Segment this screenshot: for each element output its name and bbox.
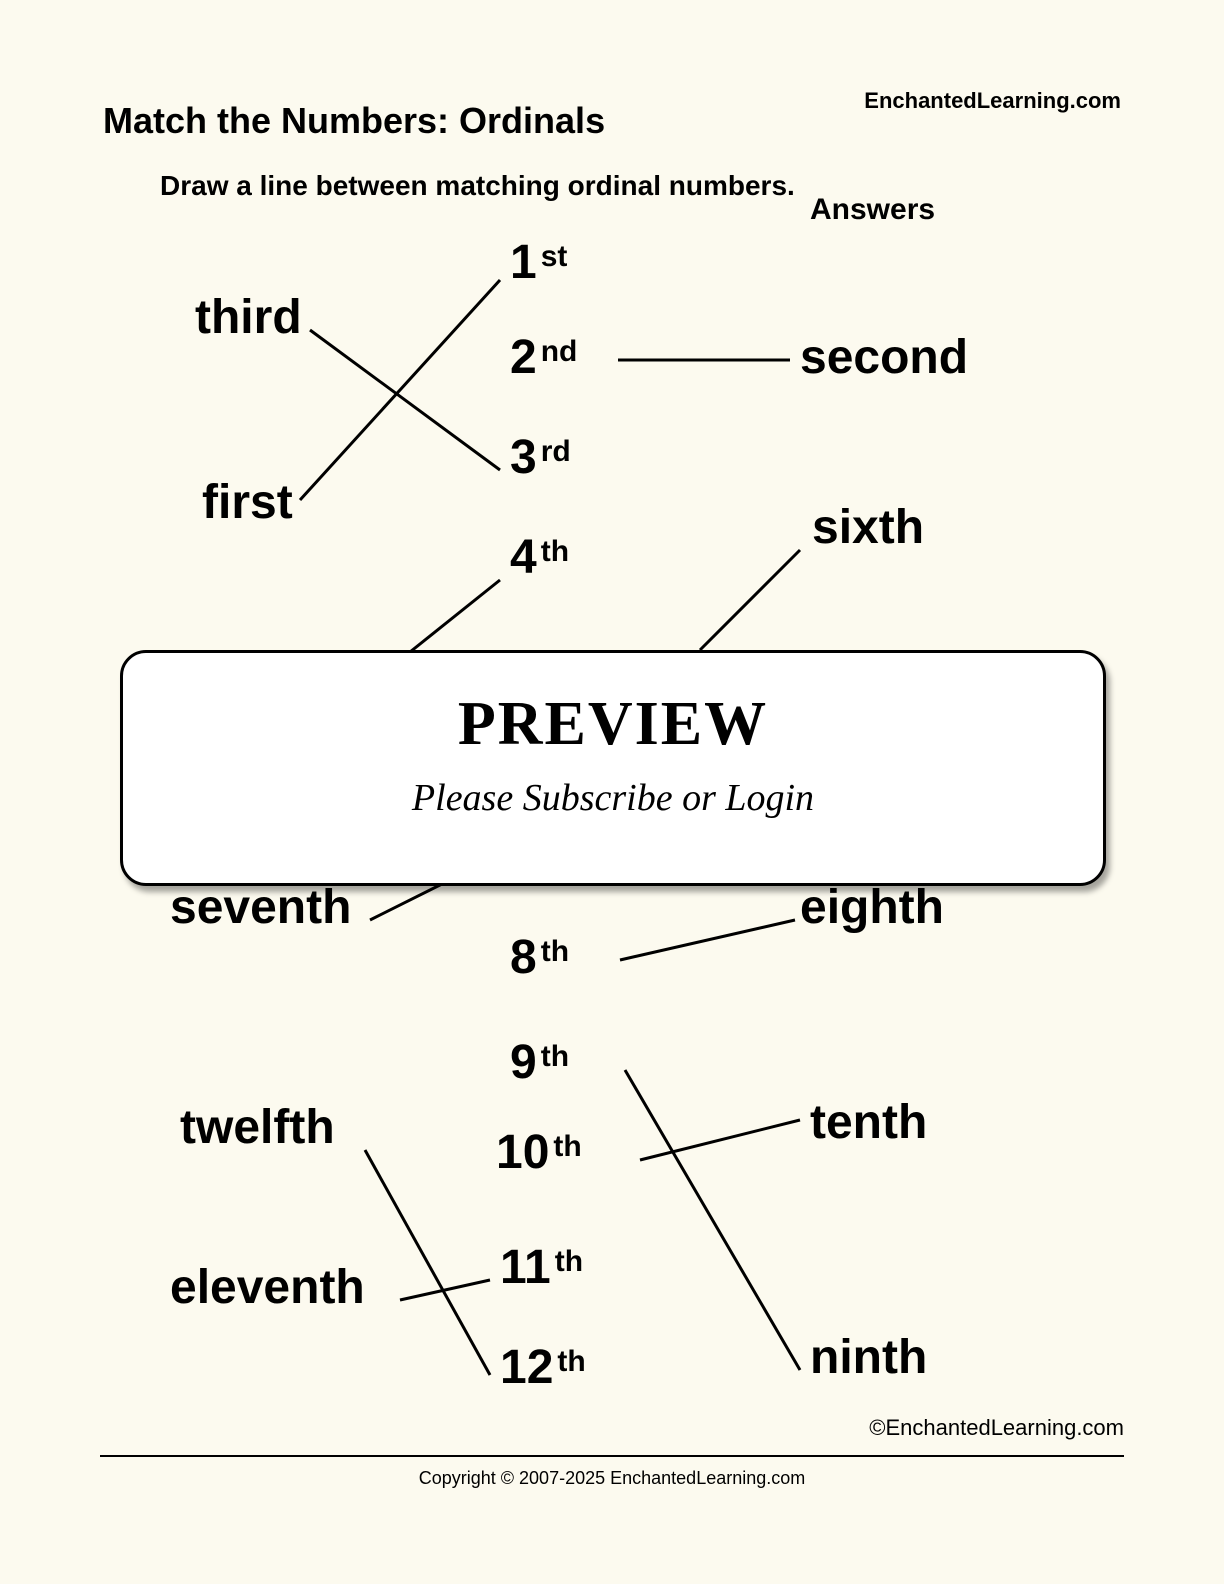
ordinal-num: 4 xyxy=(510,531,537,584)
preview-overlay: PREVIEW Please Subscribe or Login xyxy=(120,650,1106,886)
ordinal-num: 11 xyxy=(500,1241,551,1294)
ordinal-suffix: th xyxy=(541,1040,569,1073)
ordinal-num: 2 xyxy=(510,331,537,384)
ordinal-suffix: rd xyxy=(541,435,571,468)
ordinal-num: 8 xyxy=(510,931,537,984)
answers-label: Answers xyxy=(810,193,935,227)
site-credit-top: EnchantedLearning.com xyxy=(864,88,1121,114)
ordinal-suffix: th xyxy=(557,1345,585,1378)
ordinal-1st: 1st xyxy=(510,235,567,290)
word-twelfth: twelfth xyxy=(180,1100,335,1155)
ordinal-suffix: th xyxy=(541,535,569,568)
ordinal-num: 12 xyxy=(500,1341,553,1394)
ordinal-suffix: st xyxy=(541,240,568,273)
word-eleventh: eleventh xyxy=(170,1260,365,1315)
ordinal-num: 9 xyxy=(510,1036,537,1089)
ordinal-4th: 4th xyxy=(510,530,569,585)
footer-divider xyxy=(100,1455,1124,1457)
word-sixth: sixth xyxy=(812,500,924,555)
word-third: third xyxy=(195,290,302,345)
word-first: first xyxy=(202,475,293,530)
ordinal-num: 1 xyxy=(510,236,537,289)
page-title: Match the Numbers: Ordinals xyxy=(103,100,605,142)
ordinal-suffix: th xyxy=(541,935,569,968)
word-tenth: tenth xyxy=(810,1095,927,1150)
page: Match the Numbers: Ordinals EnchantedLea… xyxy=(0,0,1224,1584)
ordinal-11th: 11th xyxy=(500,1240,583,1295)
ordinal-2nd: 2nd xyxy=(510,330,577,385)
preview-title: PREVIEW xyxy=(123,689,1103,760)
ordinal-12th: 12th xyxy=(500,1340,586,1395)
ordinal-8th: 8th xyxy=(510,930,569,985)
instruction-text: Draw a line between matching ordinal num… xyxy=(160,170,795,202)
ordinal-num: 3 xyxy=(510,431,537,484)
ordinal-suffix: th xyxy=(555,1245,583,1278)
ordinal-10th: 10th xyxy=(496,1125,582,1180)
word-second: second xyxy=(800,330,968,385)
ordinal-suffix: nd xyxy=(541,335,578,368)
word-seventh: seventh xyxy=(170,880,351,935)
ordinal-suffix: th xyxy=(553,1130,581,1163)
word-eighth: eighth xyxy=(800,880,944,935)
copyright-text: Copyright © 2007-2025 EnchantedLearning.… xyxy=(0,1468,1224,1489)
ordinal-9th: 9th xyxy=(510,1035,569,1090)
preview-subtitle: Please Subscribe or Login xyxy=(123,776,1103,820)
ordinal-num: 10 xyxy=(496,1126,549,1179)
ordinal-3rd: 3rd xyxy=(510,430,571,485)
word-ninth: ninth xyxy=(810,1330,927,1385)
credit-bottom: ©EnchantedLearning.com xyxy=(869,1415,1124,1441)
